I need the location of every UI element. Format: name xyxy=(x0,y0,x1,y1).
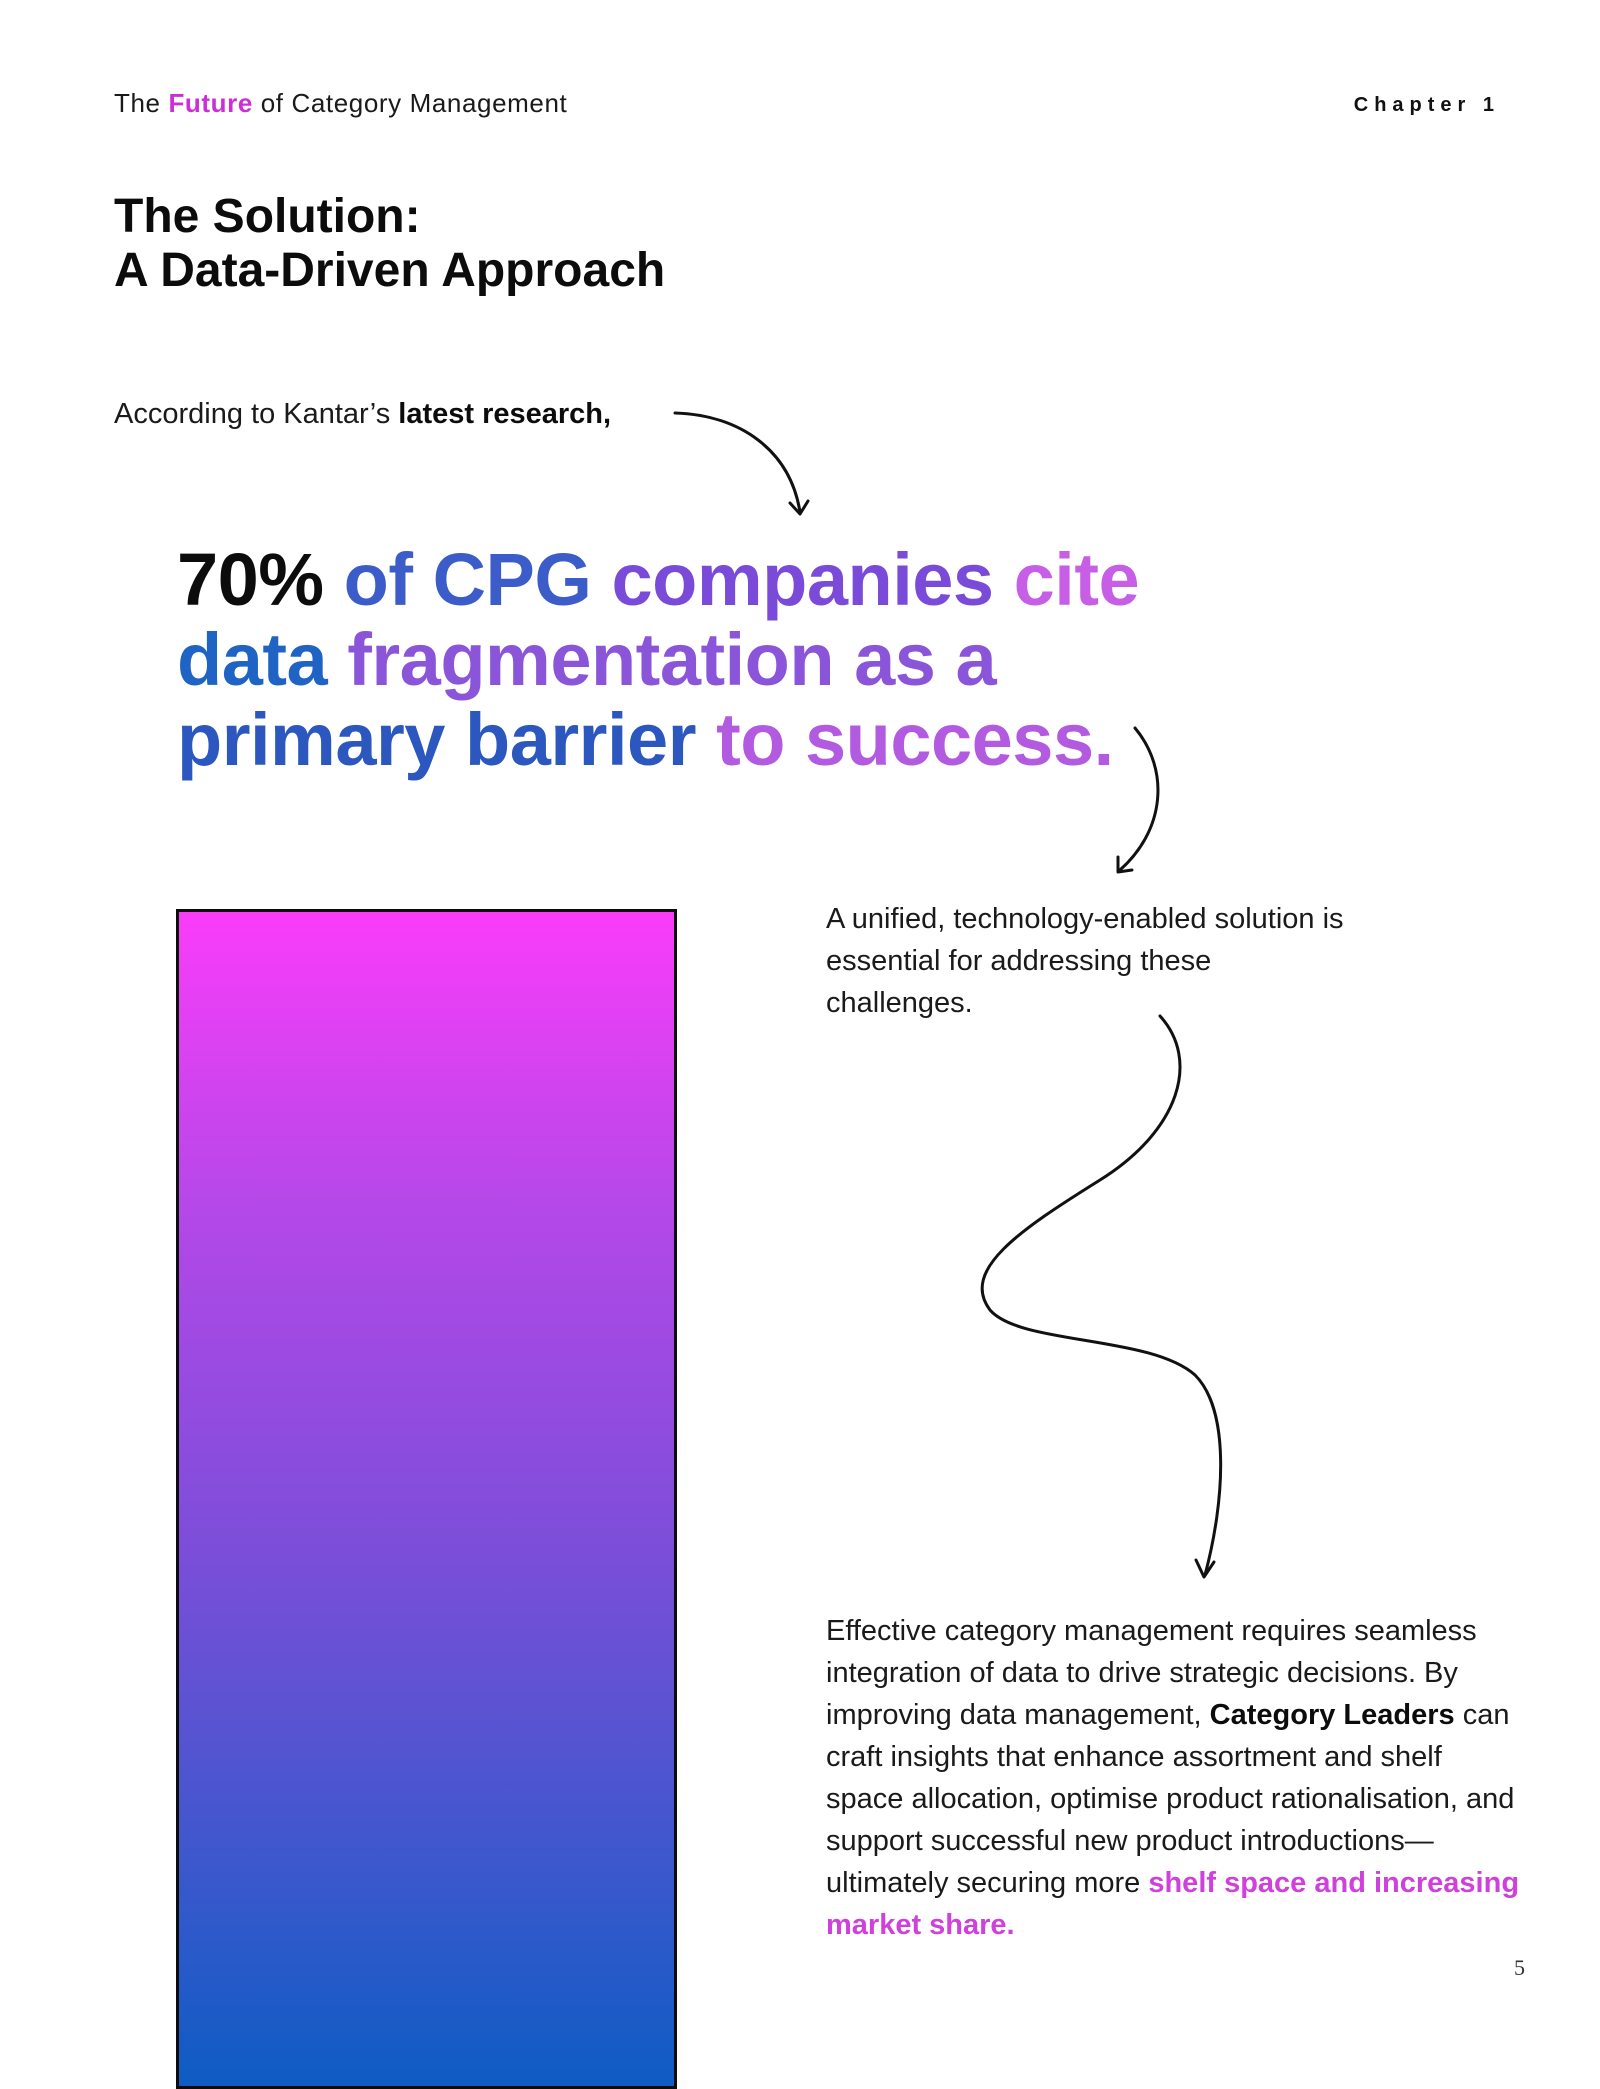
headline-word-cite: cite xyxy=(993,538,1140,621)
page-title-line-2: A Data-Driven Approach xyxy=(114,244,666,297)
arrow-headline-head-icon xyxy=(1116,855,1134,874)
paragraph-unified-solution: A unified, technology-enabled solution i… xyxy=(826,903,1344,1019)
headline-word-cpg: CPG xyxy=(432,538,612,621)
paragraph-highlight: shelf space and increasing market share. xyxy=(826,1867,1520,1941)
arrow-intro-to-headline-icon xyxy=(673,411,802,514)
document-title: The Future of Category Management xyxy=(114,88,567,119)
headline-word-primary-barrier: primary barrier xyxy=(177,698,717,781)
page-number: 5 xyxy=(1514,1955,1525,1980)
headline-line-1: 70% of CPG companies cite xyxy=(177,538,1140,621)
headline-word-companies: companies xyxy=(611,538,995,621)
arrow-headline-to-paragraph-icon xyxy=(1118,726,1160,872)
arrow-wavy-head-icon xyxy=(1194,1558,1216,1579)
headline-word-of: of xyxy=(343,538,433,621)
paragraph-text-a: Effective category management requires s… xyxy=(826,1615,1477,1731)
document-title-suffix: of Category Management xyxy=(252,88,568,118)
gradient-bar xyxy=(176,909,677,2089)
arrow-intro-head-icon xyxy=(788,499,810,516)
page-title-line-1: The Solution: xyxy=(114,190,421,243)
intro-text: According to Kantar’s latest research, xyxy=(114,398,611,431)
headline-stat-value: 70% xyxy=(177,538,324,621)
headline-word-success: to success. xyxy=(716,698,1114,781)
document-title-prefix: The xyxy=(114,88,169,118)
headline-line-2: data fragmentation as a xyxy=(177,620,1139,700)
headline-word-fragmentation: fragmentation as a xyxy=(347,618,997,701)
chapter-label: Chapter 1 xyxy=(1353,94,1500,116)
intro-text-regular: According to Kantar’s xyxy=(114,398,399,430)
headline-line-3: primary barrier to success. xyxy=(177,700,1139,780)
paragraph-text-b: can craft insights that enhance assortme… xyxy=(826,1699,1515,1899)
headline-statistic: 70% of CPG companies cite data fragmenta… xyxy=(177,538,1140,780)
headline-word-data: data xyxy=(177,618,348,701)
paragraph-category-management: Effective category management requires s… xyxy=(826,1610,1526,1946)
arrow-wavy-to-paragraph-icon xyxy=(980,1014,1223,1577)
page-title: The Solution: A Data-Driven Approach xyxy=(114,190,665,298)
document-title-accent: Future xyxy=(168,88,253,118)
intro-text-bold: latest research, xyxy=(398,398,612,430)
paragraph-bold-category-leaders: Category Leaders xyxy=(1209,1699,1455,1731)
